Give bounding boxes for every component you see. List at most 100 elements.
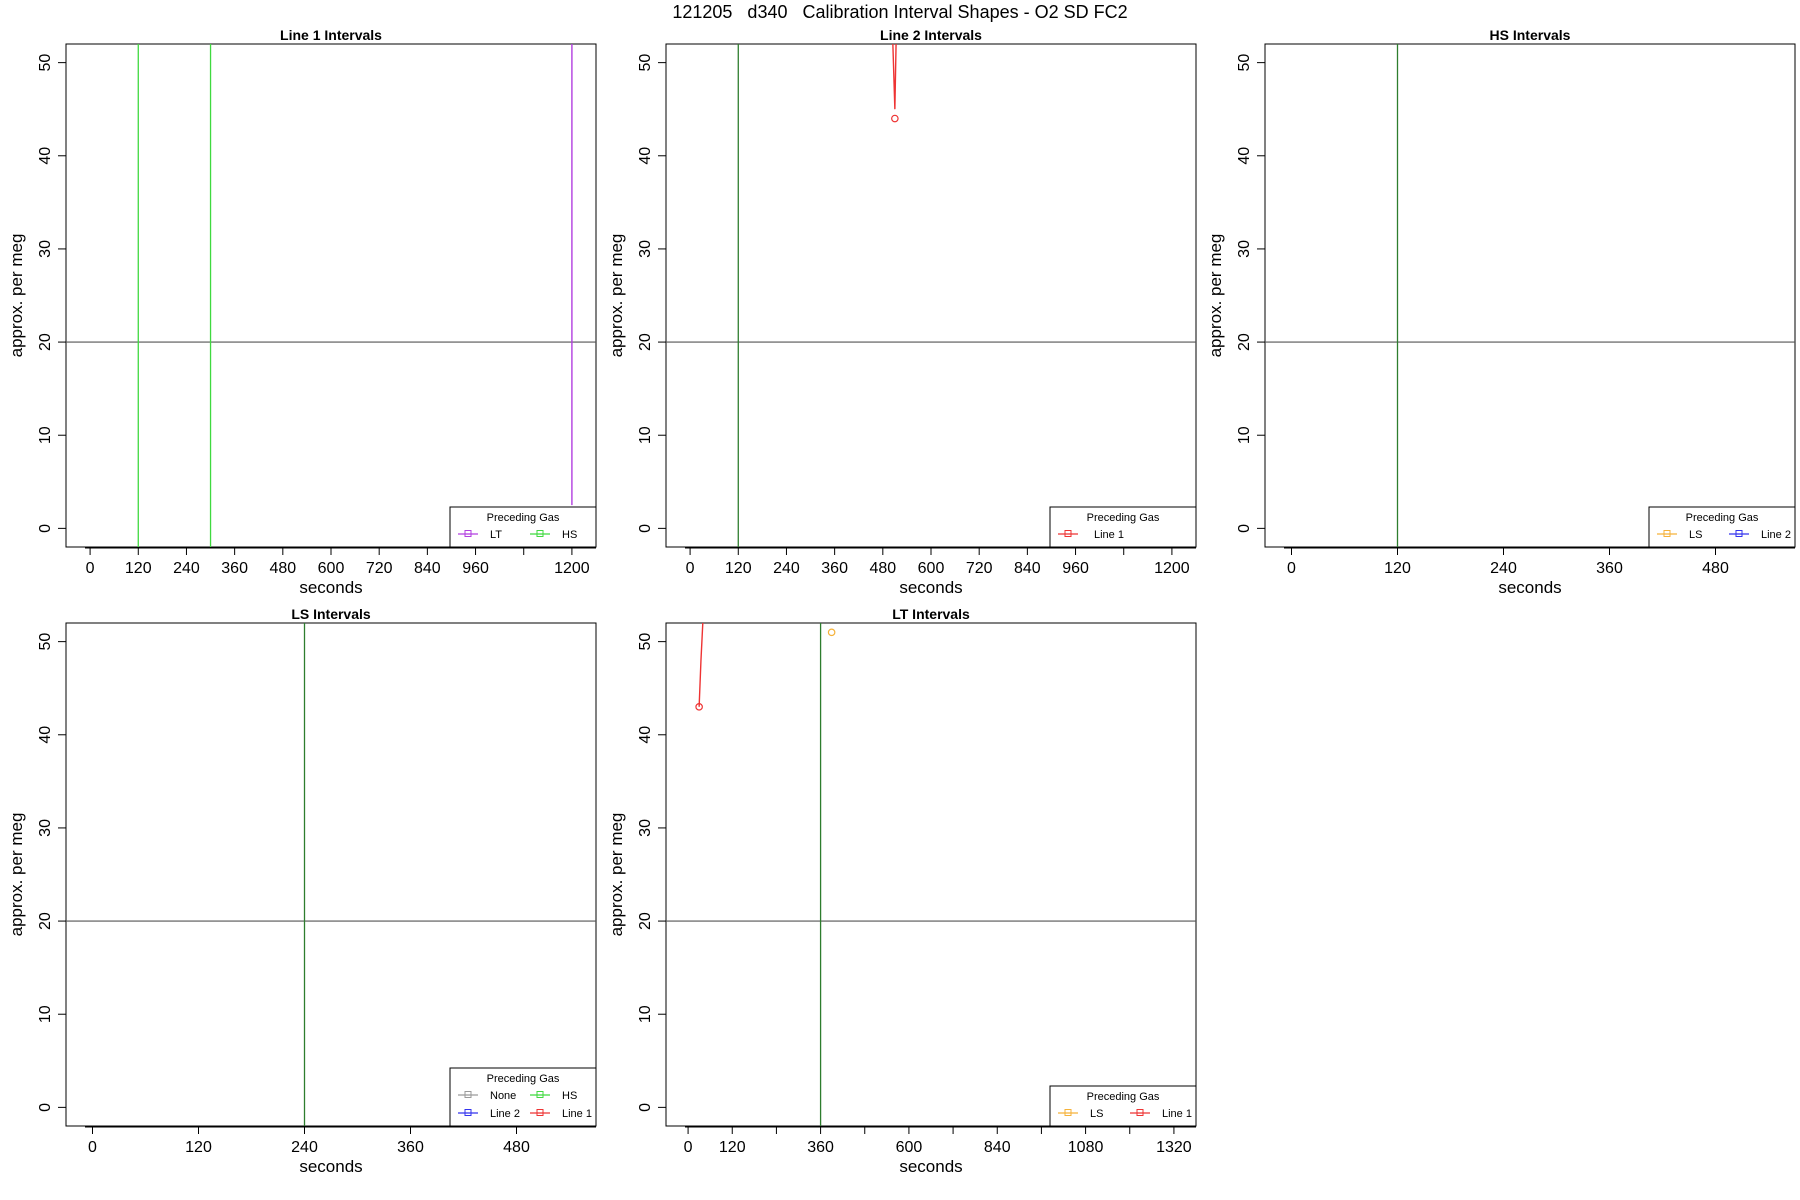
chart-panel-3: HS Intervals 0 10 20 30 40 50 approx. per meg 0 1… bbox=[1206, 27, 1796, 597]
chart-panel-1: Line 1 Intervals 0 10 20 30 40 50 approx. per m… bbox=[7, 27, 597, 597]
y-tick-label: 0 bbox=[1236, 524, 1253, 533]
legend-swatch-marker bbox=[536, 530, 544, 537]
y-tick-label: 50 bbox=[637, 54, 654, 72]
series-point bbox=[695, 703, 703, 711]
x-tick-label: 1200 bbox=[554, 560, 590, 577]
x-tick-label: 120 bbox=[719, 1139, 746, 1156]
x-tick-label: 360 bbox=[397, 1139, 424, 1156]
legend-swatch-marker bbox=[464, 1109, 472, 1116]
plot-area bbox=[66, 44, 596, 547]
x-tick-label: 0 bbox=[88, 1139, 97, 1156]
y-axis-label: approx. per meg bbox=[607, 234, 626, 358]
x-tick-label: 360 bbox=[221, 560, 248, 577]
x-tick-label: 720 bbox=[366, 560, 393, 577]
chart-panel-5: LT Intervals 0 10 20 30 40 50 approx. per meg 0 1… bbox=[607, 606, 1197, 1176]
legend-swatch-marker bbox=[464, 530, 472, 537]
series-line bbox=[698, 623, 704, 707]
x-axis-label: seconds bbox=[299, 1157, 362, 1176]
legend-box bbox=[1049, 506, 1197, 548]
y-tick-label: 30 bbox=[37, 819, 54, 837]
y-tick-label: 50 bbox=[37, 54, 54, 72]
panel-title: LS Intervals bbox=[291, 606, 371, 622]
panel-title: HS Intervals bbox=[1490, 27, 1571, 43]
x-tick-label: 960 bbox=[1062, 560, 1089, 577]
legend-title: Preceding Gas bbox=[487, 512, 560, 524]
y-tick-label: 10 bbox=[1236, 426, 1253, 444]
legend-box bbox=[1049, 1085, 1197, 1127]
panel-title: LT Intervals bbox=[892, 606, 970, 622]
y-tick-label: 30 bbox=[1236, 240, 1253, 258]
y-tick-label: 0 bbox=[637, 524, 654, 533]
y-tick-label: 20 bbox=[1236, 333, 1253, 351]
plot-frame bbox=[665, 43, 1197, 548]
x-tick-label: 0 bbox=[684, 1139, 693, 1156]
legend: Preceding Gas LT HS bbox=[449, 506, 597, 548]
x-tick-label: 360 bbox=[821, 560, 848, 577]
legend-swatch-marker bbox=[464, 1091, 472, 1098]
legend-swatch-marker bbox=[1735, 530, 1743, 537]
y-tick-label: 40 bbox=[1236, 147, 1253, 165]
x-tick-label: 0 bbox=[1287, 560, 1296, 577]
legend-swatch-marker bbox=[536, 1109, 544, 1116]
x-tick-label: 120 bbox=[1384, 560, 1411, 577]
x-tick-label: 0 bbox=[686, 560, 695, 577]
y-tick-label: 30 bbox=[37, 240, 54, 258]
plot-frame bbox=[65, 43, 597, 548]
x-tick-label: 1080 bbox=[1068, 1139, 1104, 1156]
x-axis-label: seconds bbox=[299, 578, 362, 597]
legend-entry-label: None bbox=[490, 1090, 516, 1102]
x-tick-label: 240 bbox=[1490, 560, 1517, 577]
x-tick-label: 240 bbox=[773, 560, 800, 577]
y-tick-label: 50 bbox=[1236, 54, 1253, 72]
y-tick-label: 10 bbox=[637, 426, 654, 444]
y-tick-label: 50 bbox=[637, 633, 654, 651]
legend-swatch-marker bbox=[536, 1091, 544, 1098]
legend: Preceding Gas Line 1 bbox=[1049, 506, 1197, 548]
x-axis-label: seconds bbox=[899, 1157, 962, 1176]
x-axis-label: seconds bbox=[1498, 578, 1561, 597]
y-tick-label: 10 bbox=[37, 426, 54, 444]
legend-title: Preceding Gas bbox=[1087, 512, 1160, 524]
x-tick-label: 360 bbox=[1596, 560, 1623, 577]
x-tick-label: 240 bbox=[291, 1139, 318, 1156]
panel-title: Line 2 Intervals bbox=[880, 27, 982, 43]
x-tick-label: 480 bbox=[869, 560, 896, 577]
x-tick-label: 600 bbox=[318, 560, 345, 577]
y-tick-label: 10 bbox=[637, 1005, 654, 1023]
y-tick-label: 0 bbox=[37, 1103, 54, 1112]
x-tick-label: 480 bbox=[503, 1139, 530, 1156]
x-tick-label: 840 bbox=[1014, 560, 1041, 577]
y-tick-label: 20 bbox=[37, 333, 54, 351]
legend-swatch-marker bbox=[1136, 1109, 1144, 1116]
y-axis-label: approx. per meg bbox=[1206, 234, 1225, 358]
plot-frame bbox=[65, 622, 597, 1127]
y-tick-label: 20 bbox=[637, 912, 654, 930]
y-tick-label: 20 bbox=[637, 333, 654, 351]
y-tick-label: 10 bbox=[37, 1005, 54, 1023]
x-tick-label: 1200 bbox=[1154, 560, 1190, 577]
legend-entry-label: Line 2 bbox=[1761, 529, 1791, 541]
y-axis-label: approx. per meg bbox=[7, 234, 26, 358]
x-tick-label: 0 bbox=[86, 560, 95, 577]
legend: Preceding Gas None HS Line 2 Line 1 bbox=[449, 1067, 597, 1127]
legend-entry-label: Line 1 bbox=[1162, 1108, 1192, 1120]
y-tick-label: 50 bbox=[37, 633, 54, 651]
legend-entry-label: LS bbox=[1689, 529, 1702, 541]
legend-entry-label: Line 1 bbox=[562, 1108, 592, 1120]
legend-title: Preceding Gas bbox=[1087, 1091, 1160, 1103]
legend-title: Preceding Gas bbox=[487, 1073, 560, 1085]
chart-panel-2: Line 2 Intervals 0 10 20 30 40 50 approx. per m… bbox=[607, 27, 1197, 597]
y-tick-label: 30 bbox=[637, 819, 654, 837]
legend-box bbox=[449, 506, 597, 548]
legend-entry-label: HS bbox=[562, 1090, 577, 1102]
plot-area bbox=[66, 623, 596, 1126]
legend-entry-label: Line 1 bbox=[1094, 529, 1124, 541]
plot-area bbox=[666, 44, 1196, 547]
x-tick-label: 720 bbox=[966, 560, 993, 577]
plot-area bbox=[1265, 44, 1795, 547]
plot-area bbox=[666, 623, 1196, 1126]
x-tick-label: 1320 bbox=[1156, 1139, 1192, 1156]
y-tick-label: 0 bbox=[637, 1103, 654, 1112]
x-tick-label: 120 bbox=[725, 560, 752, 577]
